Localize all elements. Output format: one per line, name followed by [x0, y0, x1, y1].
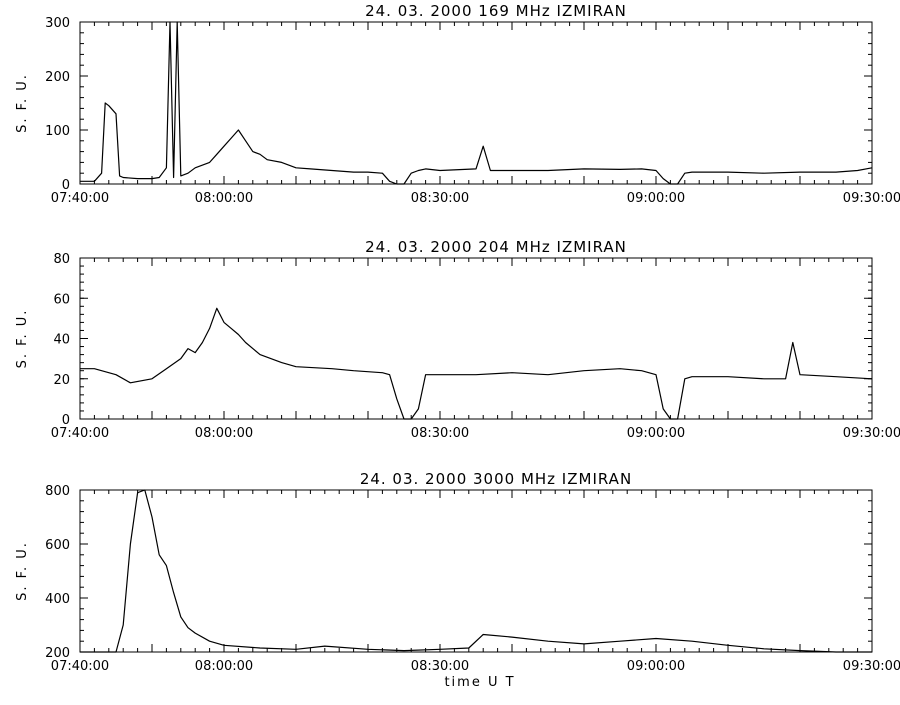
y-axis-label: S. F. U. — [15, 309, 30, 369]
y-tick-label: 60 — [53, 292, 70, 307]
series-line-1 — [80, 489, 872, 653]
x-tick-label: 09:30:00 — [843, 659, 900, 674]
y-tick-label: 20 — [53, 373, 70, 388]
x-tick-label: 08:30:00 — [411, 191, 469, 206]
y-tick-label: 300 — [45, 16, 70, 31]
x-tick-label: 08:30:00 — [411, 426, 469, 441]
chart-title: 24. 03. 2000 204 MHz IZMIRAN — [365, 238, 627, 256]
x-tick-label: 09:30:00 — [843, 191, 900, 206]
chart-panel-2: 24. 03. 2000 204 MHz IZMIRAN S. F. U. 0 20 4… — [15, 238, 900, 441]
x-tick-label: 08:30:00 — [411, 659, 469, 674]
y-tick-label: 600 — [45, 538, 70, 553]
y-tick-label: 0 — [62, 178, 70, 193]
y-tick-label: 200 — [45, 646, 70, 661]
y-axis-label: S. F. U. — [15, 73, 30, 133]
x-tick-label: 09:00:00 — [627, 659, 685, 674]
series-line-1 — [80, 307, 873, 420]
y-tick-label: 200 — [45, 70, 70, 85]
y-tick-label: 40 — [53, 333, 70, 348]
plot-frame — [79, 257, 873, 420]
plot-frame — [79, 489, 873, 653]
x-tick-label: 08:00:00 — [195, 191, 253, 206]
chart-panel-3: 24. 03. 2000 3000 MHz IZMIRAN S. F. U. 200… — [15, 470, 900, 674]
x-tick-label: 09:30:00 — [843, 426, 900, 441]
y-tick-label: 80 — [53, 252, 70, 267]
x-tick-label: 09:00:00 — [627, 426, 685, 441]
chart-title: 24. 03. 2000 169 MHz IZMIRAN — [365, 2, 627, 20]
x-tick-label: 07:40:00 — [51, 659, 109, 674]
series-line-1 — [80, 21, 873, 185]
y-axis-label: S. F. U. — [15, 541, 30, 601]
x-tick-label: 09:00:00 — [627, 191, 685, 206]
plot-frame — [79, 21, 873, 185]
y-tick-label: 100 — [45, 124, 70, 139]
x-tick-label: 08:00:00 — [195, 659, 253, 674]
x-tick-label: 07:40:00 — [51, 191, 109, 206]
y-tick-label: 0 — [62, 413, 70, 428]
y-tick-label: 800 — [45, 484, 70, 499]
x-tick-label: 07:40:00 — [51, 426, 109, 441]
y-tick-label: 400 — [45, 592, 70, 607]
x-tick-label: 08:00:00 — [195, 426, 253, 441]
chart-title: 24. 03. 2000 3000 MHz IZMIRAN — [360, 470, 632, 488]
chart-panel-1: 24. 03. 2000 169 MHz IZMIRAN S. F. U. 0 100… — [15, 2, 900, 206]
